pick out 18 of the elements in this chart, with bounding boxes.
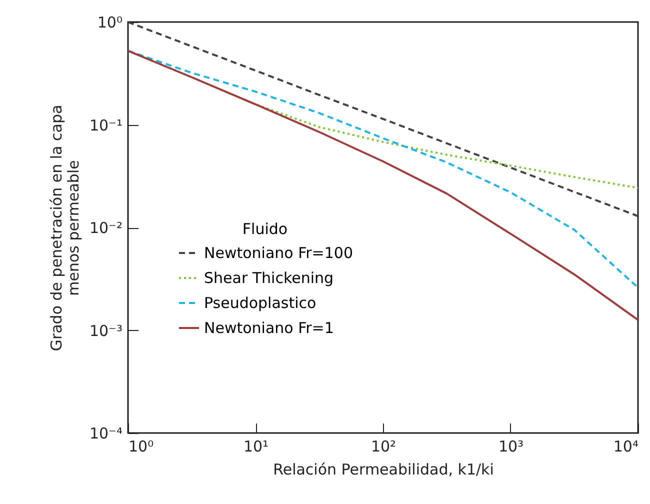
legend-label: Newtoniano Fr=1 xyxy=(204,319,334,337)
x-tick-label: 10⁰ xyxy=(128,438,154,456)
x-tick-label: 10² xyxy=(370,438,396,456)
y-axis-title: Grado de penetración en la capa menos permeable xyxy=(47,104,82,352)
legend-label: Newtoniano Fr=100 xyxy=(204,244,353,262)
legend-label: Shear Thickening xyxy=(204,269,334,287)
x-tick-label: 10⁴ xyxy=(613,438,638,456)
legend-label: Pseudoplastico xyxy=(204,294,316,312)
x-tick-label: 10¹ xyxy=(243,438,269,456)
y-tick-label: 10⁻⁴ xyxy=(89,424,122,442)
y-tick-label: 10⁻² xyxy=(89,219,122,237)
x-tick-label: 10³ xyxy=(498,438,524,456)
y-tick-label: 10⁻³ xyxy=(89,322,122,340)
line-series xyxy=(128,22,638,218)
x-axis-title: Relación Permeabilidad, k1/ki xyxy=(273,460,494,478)
y-tick-label: 10⁻¹ xyxy=(89,116,122,134)
y-tick-label: 10⁰ xyxy=(97,14,122,32)
legend-title: Fluido xyxy=(242,220,288,238)
